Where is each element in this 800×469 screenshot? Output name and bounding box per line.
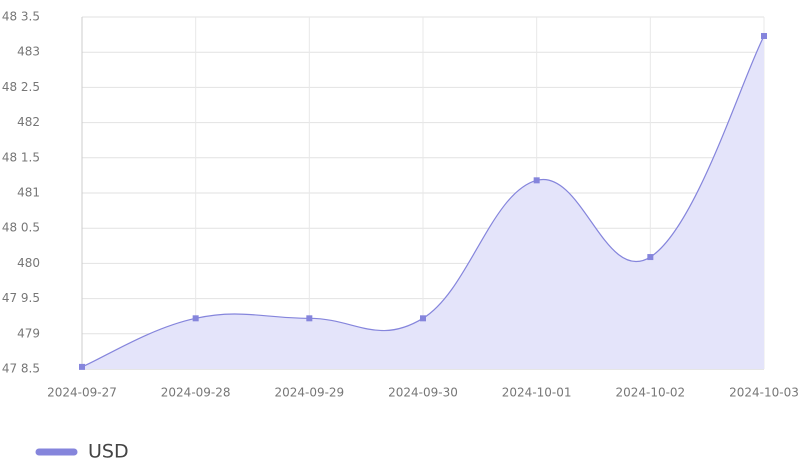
x-tick-label: 2024-09-30 — [388, 386, 458, 400]
y-tick-label: 479 — [17, 326, 40, 340]
x-tick-label: 2024-09-27 — [47, 386, 117, 400]
x-tick-label: 2024-09-29 — [274, 386, 344, 400]
y-tick-label: 48 0.5 — [2, 221, 40, 235]
line — [81, 35, 765, 368]
x-tick-label: 2024-10-02 — [615, 386, 685, 400]
y-tick-label: 48 1.5 — [2, 150, 40, 164]
y-tick-label: 480 — [17, 256, 40, 270]
point — [761, 33, 767, 40]
point — [306, 315, 313, 322]
point — [79, 363, 85, 370]
x-tick-label: 2024-10-01 — [502, 386, 572, 400]
y-tick-label: 47 9.5 — [2, 291, 40, 305]
y-tick-label: 48 2.5 — [2, 80, 40, 94]
point — [192, 315, 199, 322]
legend-label: USD — [88, 441, 129, 463]
point — [647, 254, 654, 261]
point — [420, 315, 426, 322]
y-tick-label: 47 8.5 — [2, 362, 40, 376]
x-tick-label: 2024-09-28 — [161, 386, 231, 400]
y-tick-label: 483 — [17, 45, 40, 59]
y-tick-label: 48 3.5 — [2, 10, 40, 24]
y-tick-label: 481 — [17, 186, 40, 200]
point — [533, 177, 540, 184]
y-tick-label: 482 — [17, 115, 40, 129]
area — [82, 36, 764, 370]
x-tick-label: 2024-10-03 — [729, 386, 799, 400]
